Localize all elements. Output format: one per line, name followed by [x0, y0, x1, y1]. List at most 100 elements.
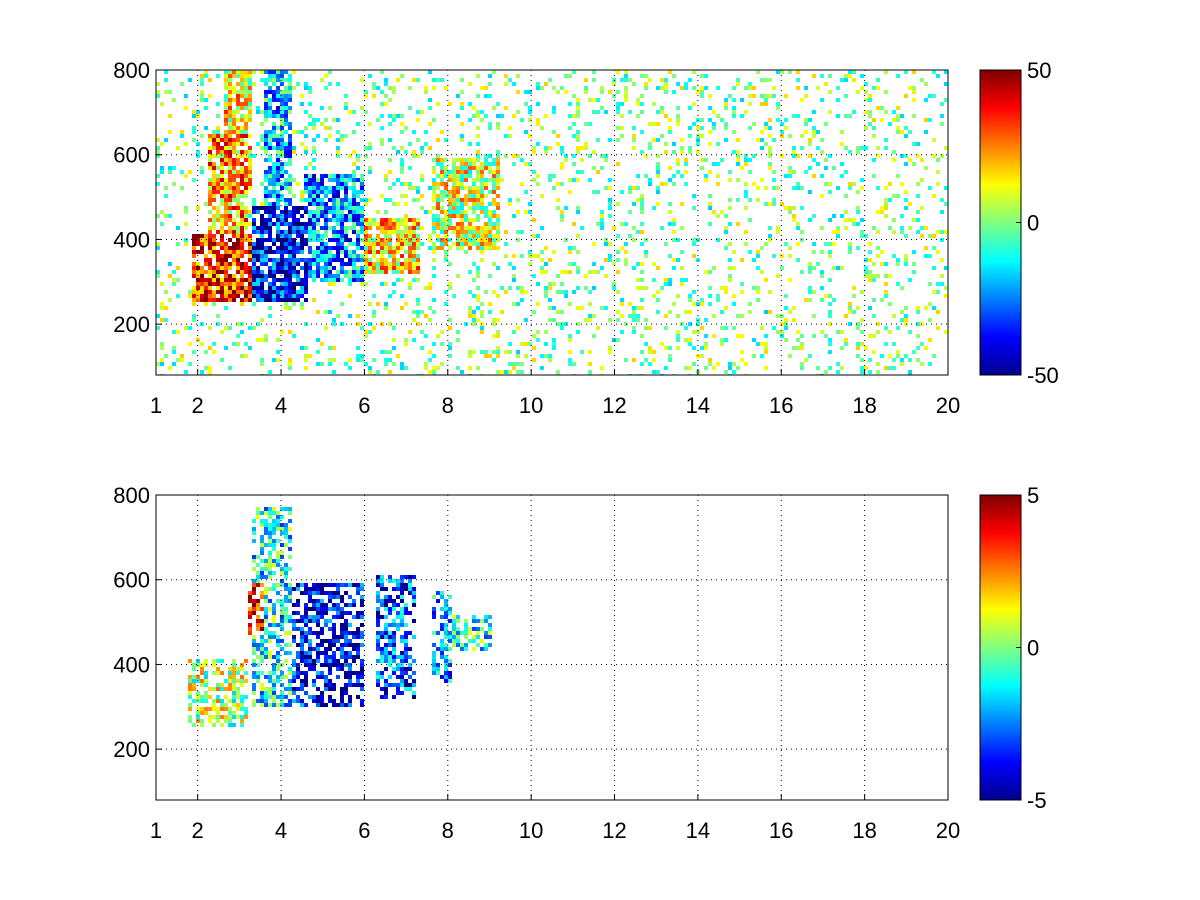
heatmap-cell	[400, 74, 404, 78]
heatmap-cell	[852, 78, 856, 82]
heatmap-cell	[944, 266, 948, 270]
heatmap-cell	[284, 587, 288, 591]
heatmap-cell	[248, 254, 252, 258]
heatmap-cell	[396, 178, 400, 182]
heatmap-cell	[396, 683, 400, 687]
heatmap-cell	[244, 74, 248, 78]
heatmap-cell	[224, 98, 228, 102]
heatmap-cell	[300, 250, 304, 254]
heatmap-cell	[316, 615, 320, 619]
heatmap-cell	[288, 667, 292, 671]
heatmap-cell	[608, 214, 612, 218]
heatmap-cell	[360, 230, 364, 234]
heatmap-cell	[208, 274, 212, 278]
heatmap-cell	[236, 210, 240, 214]
heatmap-cell	[832, 166, 836, 170]
heatmap-cell	[924, 306, 928, 310]
heatmap-cell	[488, 166, 492, 170]
heatmap-cell	[364, 154, 368, 158]
heatmap-cell	[356, 266, 360, 270]
heatmap-cell	[424, 334, 428, 338]
heatmap-cell	[236, 190, 240, 194]
heatmap-cell	[600, 90, 604, 94]
heatmap-cell	[408, 230, 412, 234]
heatmap-cell	[308, 226, 312, 230]
heatmap-cell	[440, 330, 444, 334]
heatmap-cell	[292, 266, 296, 270]
heatmap-cell	[592, 166, 596, 170]
heatmap-cell	[644, 86, 648, 90]
heatmap-cell	[840, 174, 844, 178]
heatmap-cell	[268, 78, 272, 82]
heatmap-cell	[876, 254, 880, 258]
heatmap-cell	[516, 302, 520, 306]
heatmap-cell	[228, 138, 232, 142]
heatmap-cell	[312, 210, 316, 214]
heatmap-cell	[508, 126, 512, 130]
heatmap-cell	[320, 611, 324, 615]
heatmap-cell	[648, 122, 652, 126]
heatmap-cell	[216, 719, 220, 723]
heatmap-cell	[268, 190, 272, 194]
heatmap-cell	[252, 230, 256, 234]
heatmap-cell	[232, 222, 236, 226]
heatmap-cell	[264, 651, 268, 655]
heatmap-cell	[376, 302, 380, 306]
heatmap-cell	[408, 270, 412, 274]
heatmap-cell	[780, 134, 784, 138]
heatmap-cell	[760, 246, 764, 250]
heatmap-cell	[616, 338, 620, 342]
heatmap-cell	[444, 607, 448, 611]
heatmap-cell	[700, 134, 704, 138]
heatmap-cell	[796, 258, 800, 262]
heatmap-cell	[328, 591, 332, 595]
heatmap-cell	[232, 218, 236, 222]
heatmap-cell	[332, 659, 336, 663]
heatmap-cell	[232, 234, 236, 238]
heatmap-cell	[448, 214, 452, 218]
heatmap-cell	[320, 671, 324, 675]
heatmap-cell	[192, 298, 196, 302]
heatmap-cell	[296, 675, 300, 679]
heatmap-cell	[412, 230, 416, 234]
heatmap-cell	[248, 210, 252, 214]
heatmap-cell	[304, 286, 308, 290]
heatmap-cell	[268, 551, 272, 555]
heatmap-cell	[228, 274, 232, 278]
heatmap-cell	[788, 170, 792, 174]
heatmap-cell	[240, 274, 244, 278]
heatmap-cell	[336, 230, 340, 234]
heatmap-cell	[232, 262, 236, 266]
heatmap-cell	[304, 82, 308, 86]
heatmap-cell	[204, 350, 208, 354]
heatmap-cell	[936, 170, 940, 174]
heatmap-cell	[472, 198, 476, 202]
heatmap-cell	[804, 298, 808, 302]
heatmap-cell	[288, 242, 292, 246]
heatmap-cell	[240, 118, 244, 122]
heatmap-cell	[200, 74, 204, 78]
heatmap-cell	[224, 170, 228, 174]
heatmap-cell	[728, 242, 732, 246]
heatmap-cell	[332, 370, 336, 374]
heatmap-cell	[444, 655, 448, 659]
heatmap-cell	[416, 302, 420, 306]
heatmap-cell	[336, 154, 340, 158]
heatmap-cell	[672, 230, 676, 234]
heatmap-cell	[208, 190, 212, 194]
heatmap-cell	[276, 126, 280, 130]
heatmap-cell	[312, 214, 316, 218]
heatmap-cell	[260, 535, 264, 539]
heatmap-cell	[288, 82, 292, 86]
heatmap-cell	[320, 182, 324, 186]
heatmap-cell	[248, 174, 252, 178]
heatmap-cell	[840, 142, 844, 146]
heatmap-cell	[536, 182, 540, 186]
heatmap-cell	[496, 354, 500, 358]
heatmap-cell	[232, 675, 236, 679]
heatmap-cell	[296, 667, 300, 671]
heatmap-cell	[560, 150, 564, 154]
heatmap-cell	[460, 238, 464, 242]
heatmap-cell	[192, 266, 196, 270]
heatmap-cell	[260, 643, 264, 647]
